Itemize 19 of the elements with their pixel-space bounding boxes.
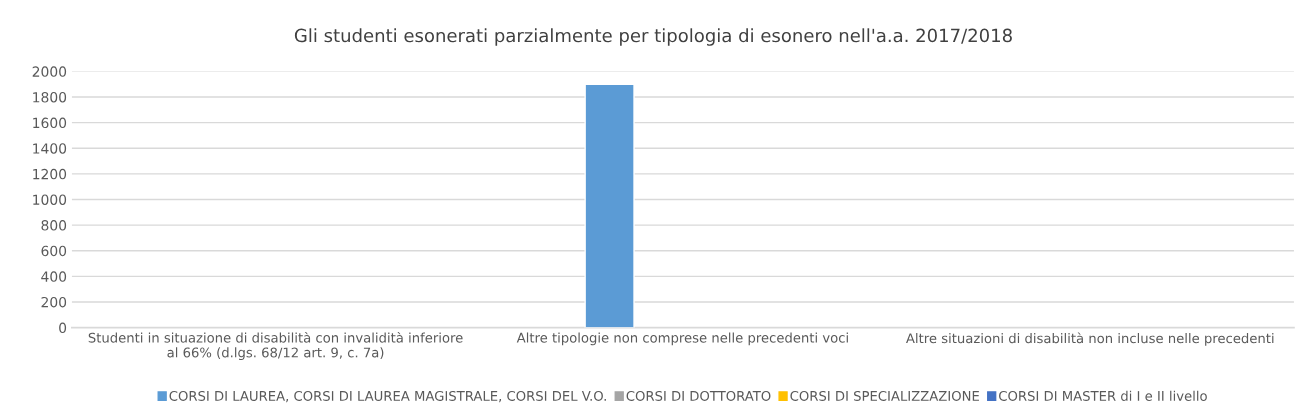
y-tick-label: 1400 bbox=[33, 143, 67, 154]
y-tick-label: 1000 bbox=[33, 194, 67, 205]
legend-label: CORSI DI SPECIALIZZAZIONE bbox=[790, 390, 979, 401]
y-tick-label: 2000 bbox=[32, 66, 67, 77]
legend-label: CORSI DI DOTTORATO bbox=[626, 390, 771, 401]
y-tick-label: 800 bbox=[41, 220, 67, 231]
y-tick-label: 200 bbox=[41, 296, 67, 308]
y-tick-label: 600 bbox=[41, 245, 67, 257]
y-tick-label: 1800 bbox=[33, 91, 67, 103]
legend-label: CORSI DI MASTER di I e II livello bbox=[999, 390, 1207, 401]
x-tick-label: Altre tipologie non comprese nelle precedenti voci bbox=[516, 332, 848, 346]
x-tick-label: Altre situazioni di disabilità non incluse nelle precedenti bbox=[906, 332, 1274, 346]
y-tick-label: 400 bbox=[41, 271, 67, 282]
chart-title: Gli studenti esonerati parzialmente per tipologia di esonero nell'a.a. 2017/2018 bbox=[294, 28, 1012, 46]
y-tick-label: 1600 bbox=[33, 117, 67, 129]
y-tick-label: 1200 bbox=[33, 168, 67, 180]
y-tick-label: 0 bbox=[59, 322, 67, 334]
x-tick-label: Studenti in situazione di disabilità con invalidità inferiore al 66% (d.lgs. 68/12 art. 9, c. 7a) bbox=[88, 331, 463, 361]
legend-label: CORSI DI LAUREA, CORSI DI LAUREA MAGISTRALE, CORSI DEL V.O. bbox=[169, 390, 606, 403]
